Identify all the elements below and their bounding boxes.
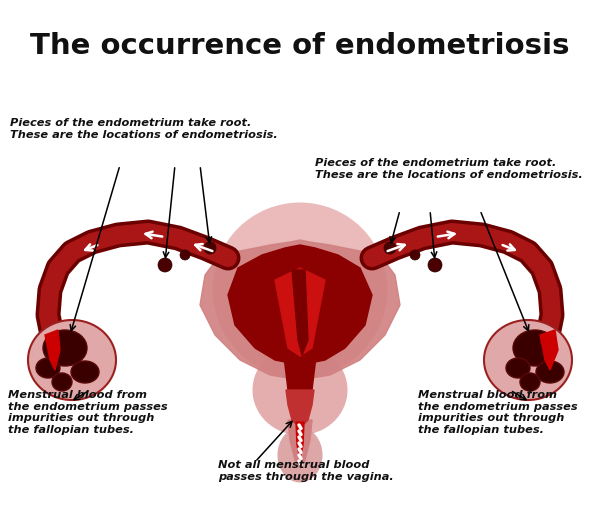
Circle shape bbox=[158, 258, 172, 272]
Polygon shape bbox=[283, 348, 317, 400]
Polygon shape bbox=[292, 270, 308, 355]
Ellipse shape bbox=[52, 373, 72, 391]
Circle shape bbox=[180, 250, 190, 260]
Polygon shape bbox=[275, 268, 325, 356]
Polygon shape bbox=[288, 420, 312, 468]
Circle shape bbox=[384, 242, 396, 254]
Text: The occurrence of endometriosis: The occurrence of endometriosis bbox=[30, 32, 570, 60]
Circle shape bbox=[204, 242, 216, 254]
Ellipse shape bbox=[212, 203, 388, 377]
Ellipse shape bbox=[36, 358, 60, 378]
Polygon shape bbox=[296, 422, 304, 460]
Circle shape bbox=[410, 250, 420, 260]
Ellipse shape bbox=[536, 361, 564, 383]
Text: Pieces of the endometrium take root.
These are the locations of endometriosis.: Pieces of the endometrium take root. The… bbox=[315, 158, 583, 180]
Polygon shape bbox=[228, 245, 372, 365]
Text: Not all menstrual blood
passes through the vagina.: Not all menstrual blood passes through t… bbox=[218, 460, 394, 482]
Polygon shape bbox=[200, 240, 400, 380]
Ellipse shape bbox=[253, 345, 347, 435]
Ellipse shape bbox=[513, 330, 557, 366]
Polygon shape bbox=[286, 390, 314, 428]
Ellipse shape bbox=[506, 358, 530, 378]
Ellipse shape bbox=[277, 428, 323, 482]
Ellipse shape bbox=[520, 373, 540, 391]
Ellipse shape bbox=[28, 320, 116, 400]
Ellipse shape bbox=[43, 330, 87, 366]
Polygon shape bbox=[45, 330, 60, 370]
Circle shape bbox=[428, 258, 442, 272]
Ellipse shape bbox=[484, 320, 572, 400]
Ellipse shape bbox=[71, 361, 99, 383]
Text: Menstrual blood from
the endometrium passes
impurities out through
the fallopian: Menstrual blood from the endometrium pas… bbox=[8, 390, 167, 435]
Text: Pieces of the endometrium take root.
These are the locations of endometriosis.: Pieces of the endometrium take root. The… bbox=[10, 118, 278, 140]
Polygon shape bbox=[540, 330, 558, 370]
Text: Menstrual blood from
the endometrium passes
impurities out through
the fallopian: Menstrual blood from the endometrium pas… bbox=[418, 390, 578, 435]
